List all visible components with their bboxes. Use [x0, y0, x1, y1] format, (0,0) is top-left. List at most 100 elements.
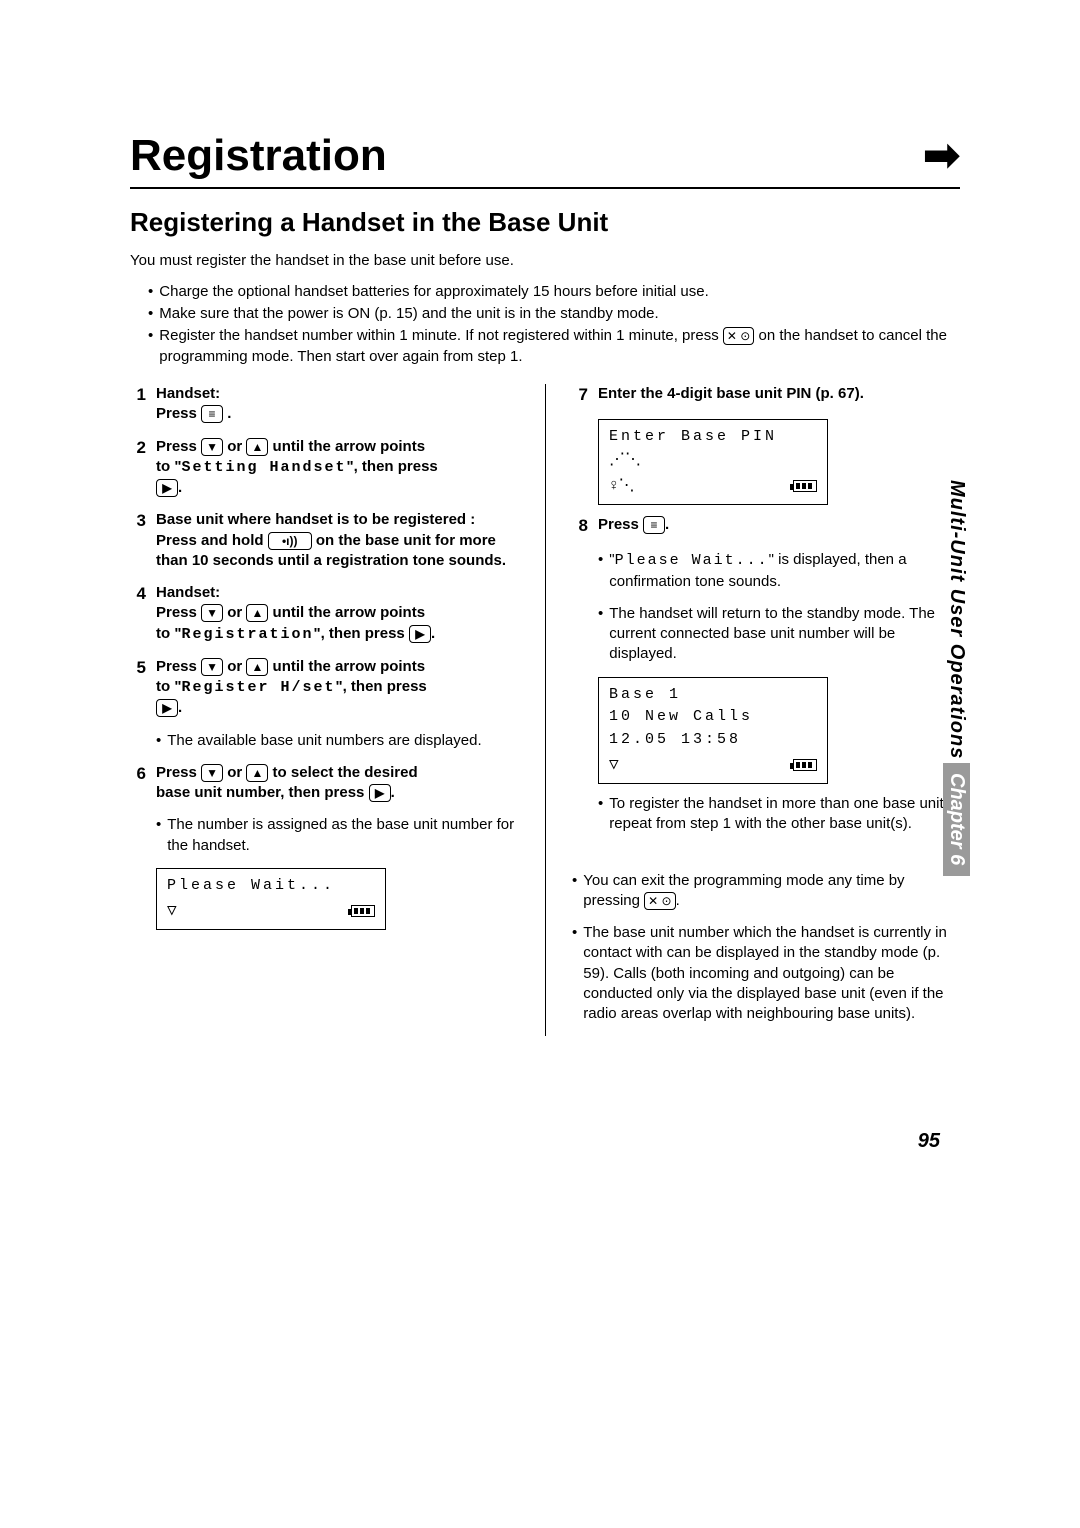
left-column: 1 Handset: Press ≡ . 2 Press ▼ or ▲ unti…: [130, 384, 545, 1036]
menu-key-icon: ≡: [201, 405, 223, 423]
footer-note: The base unit number which the handset i…: [572, 923, 960, 1024]
step-text: Press and hold •ı)) on the base unit for…: [156, 531, 519, 572]
step-text: ▶.: [156, 698, 519, 718]
step-5: 5 Press ▼ or ▲ until the arrow points to…: [130, 657, 519, 719]
step-8: 8 Press ≡.: [572, 515, 960, 538]
bullet-icon: [598, 604, 603, 665]
bullet-icon: [148, 325, 153, 347]
battery-icon: [793, 480, 817, 492]
text: until the arrow points: [268, 604, 425, 621]
lcd-display-pin: Enter Base PIN ⋰⋱ ♀⋱: [598, 419, 828, 506]
text: Press: [156, 764, 201, 781]
step-number: 1: [130, 384, 146, 425]
text: Register the handset number within 1 min…: [159, 327, 723, 344]
step-text: Enter the 4-digit base unit PIN (p. 67).: [598, 384, 960, 404]
step-text: to "Registration", then press ▶.: [156, 624, 519, 645]
intro-text: You must register the handset in the bas…: [130, 252, 960, 269]
step-columns: 1 Handset: Press ≡ . 2 Press ▼ or ▲ unti…: [130, 384, 960, 1036]
bullet-icon: [148, 281, 153, 303]
note-text: The number is assigned as the base unit …: [167, 815, 519, 856]
battery-icon: [351, 905, 375, 917]
note-text: You can exit the programming mode any ti…: [583, 871, 960, 912]
note-text: To register the handset in more than one…: [609, 794, 960, 835]
step-6: 6 Press ▼ or ▲ to select the desired bas…: [130, 763, 519, 804]
lcd-line: Base 1: [609, 684, 817, 707]
text: to ": [156, 625, 181, 642]
note-text: The base unit number which the handset i…: [583, 923, 960, 1024]
step-text: base unit number, then press ▶.: [156, 783, 519, 803]
text: .: [431, 625, 435, 642]
step-text: Press ▼ or ▲ until the arrow points: [156, 603, 519, 623]
step-text: ▶.: [156, 478, 519, 498]
lcd-quote: Please Wait...: [615, 552, 769, 569]
text: to select the desired: [268, 764, 417, 781]
down-key-icon: ▼: [201, 764, 223, 782]
up-key-icon: ▲: [246, 764, 268, 782]
antenna-icon: ▽: [609, 753, 619, 777]
prereq-item: Register the handset number within 1 min…: [159, 325, 960, 369]
down-key-icon: ▼: [201, 658, 223, 676]
menu-key-icon: ≡: [643, 516, 665, 534]
text: or: [223, 604, 246, 621]
footer-note: You can exit the programming mode any ti…: [572, 871, 960, 912]
step-note: The available base unit numbers are disp…: [156, 731, 519, 751]
bullet-icon: [156, 815, 161, 856]
bullet-icon: [572, 923, 577, 1024]
text: to ": [156, 678, 181, 695]
text: ", then press: [313, 625, 408, 642]
step-text: to "Register H/set", then press: [156, 677, 519, 698]
step-note: The number is assigned as the base unit …: [156, 815, 519, 856]
text: to ": [156, 458, 181, 475]
text: until the arrow points: [268, 658, 425, 675]
text: Press: [156, 604, 201, 621]
text: or: [223, 658, 246, 675]
text: Press: [156, 405, 201, 422]
step-note: "Please Wait..." is displayed, then a co…: [598, 550, 960, 592]
step-7: 7 Enter the 4-digit base unit PIN (p. 67…: [572, 384, 960, 407]
antenna-icon: ▽: [167, 899, 177, 923]
step-1: 1 Handset: Press ≡ .: [130, 384, 519, 425]
up-key-icon: ▲: [246, 604, 268, 622]
menu-option: Registration: [181, 626, 313, 643]
cancel-key-icon: ✕ ⊙: [723, 327, 754, 345]
right-key-icon: ▶: [369, 784, 391, 802]
up-key-icon: ▲: [246, 658, 268, 676]
bullet-icon: [598, 794, 603, 835]
bullet-icon: [148, 303, 153, 325]
antenna-icon: ♀⋱: [609, 474, 635, 498]
bullet-icon: [598, 550, 603, 592]
down-key-icon: ▼: [201, 604, 223, 622]
lcd-line: 10 New Calls: [609, 706, 817, 729]
text: base unit number, then press: [156, 784, 369, 801]
note-text: The available base unit numbers are disp…: [167, 731, 519, 751]
text: .: [227, 405, 231, 422]
side-chapter-label: Chapter 6: [943, 763, 970, 875]
step-number: 3: [130, 510, 146, 571]
continue-arrow-icon: ➡: [923, 130, 960, 181]
step-number: 8: [572, 515, 588, 538]
title-row: Registration ➡: [130, 130, 960, 189]
up-key-icon: ▲: [246, 438, 268, 456]
lcd-line: Enter Base PIN: [609, 426, 817, 449]
side-tab: Multi-Unit User Operations Chapter 6: [943, 480, 970, 876]
step-text: Press ▼ or ▲ until the arrow points: [156, 657, 519, 677]
step-text: to "Setting Handset", then press: [156, 457, 519, 478]
prereq-item: Make sure that the power is ON (p. 15) a…: [159, 303, 960, 325]
text: ", then press: [346, 458, 437, 475]
right-column: 7 Enter the 4-digit base unit PIN (p. 67…: [545, 384, 960, 1036]
note-text: The handset will return to the standby m…: [609, 604, 960, 665]
text: .: [665, 516, 669, 533]
step-text: Press ▼ or ▲ to select the desired: [156, 763, 519, 783]
step-number: 2: [130, 437, 146, 499]
page-title: Registration: [130, 131, 387, 181]
step-number: 6: [130, 763, 146, 804]
step-2: 2 Press ▼ or ▲ until the arrow points to…: [130, 437, 519, 499]
text: Press: [156, 658, 201, 675]
prerequisite-list: Charge the optional handset batteries fo…: [148, 281, 960, 368]
antenna-searching-icon: ⋰⋱: [609, 448, 817, 472]
text: .: [676, 892, 680, 909]
step-3: 3 Base unit where handset is to be regis…: [130, 510, 519, 571]
lcd-display-standby: Base 1 10 New Calls 12.05 13:58 ▽: [598, 677, 828, 785]
menu-option: Register H/set: [181, 679, 335, 696]
text: ", then press: [335, 678, 426, 695]
